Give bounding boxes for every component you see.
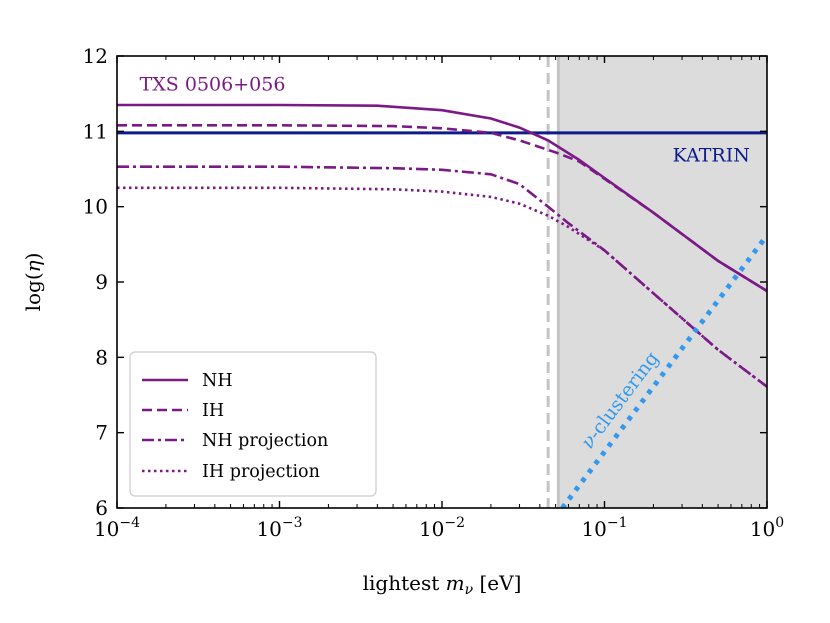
legend-label-nh: NH (202, 371, 233, 391)
legend-box (129, 351, 377, 497)
x-axis-ticks: 10−4 10−3 10−2 10−1 100 (94, 56, 784, 541)
y-tick-label: 11 (83, 119, 108, 143)
y-tick-label: 10 (83, 195, 108, 219)
legend-label-ih-projection: IH projection (202, 462, 320, 482)
annotation-txs: TXS 0506+056 (140, 74, 286, 96)
y-tick-label: 7 (95, 421, 108, 445)
x-axis-label-subscript: ν (465, 582, 474, 598)
y-tick-label: 12 (83, 44, 108, 68)
y-axis-label: log(η) (21, 253, 45, 312)
series-nh-projection (117, 165, 767, 388)
legend-label-ih: IH (202, 401, 224, 421)
y-tick-label: 9 (95, 270, 108, 294)
x-axis-label-unit: [eV] (473, 571, 521, 595)
y-axis-label-prefix: log( (21, 272, 45, 311)
y-axis-label-variable: η (21, 260, 45, 272)
x-tick-label: 10−2 (419, 515, 465, 541)
y-axis-label-suffix: ) (21, 253, 45, 261)
y-tick-label: 6 (95, 496, 108, 520)
annotation-katrin: KATRIN (673, 144, 750, 166)
x-axis-label-prefix: lightest (363, 571, 446, 595)
x-tick-label: 10−3 (256, 515, 302, 541)
legend: NH IH NH projection IH projection (129, 351, 377, 497)
x-axis-label: lightest mν [eV] (363, 571, 522, 598)
legend-label-nh-projection: NH projection (202, 431, 328, 451)
x-axis-label-variable: m (446, 571, 465, 595)
y-axis-ticks: 6 7 8 9 10 11 12 (83, 44, 767, 520)
shaded-region (558, 56, 767, 508)
y-tick-label: 8 (95, 345, 108, 369)
x-tick-label: 10−1 (581, 515, 627, 541)
plot-clip-group (117, 56, 767, 508)
x-tick-label: 100 (750, 515, 784, 541)
series-nu-clustering (560, 233, 767, 508)
x-tick-label: 10−4 (94, 515, 140, 541)
series-ih (117, 124, 767, 293)
